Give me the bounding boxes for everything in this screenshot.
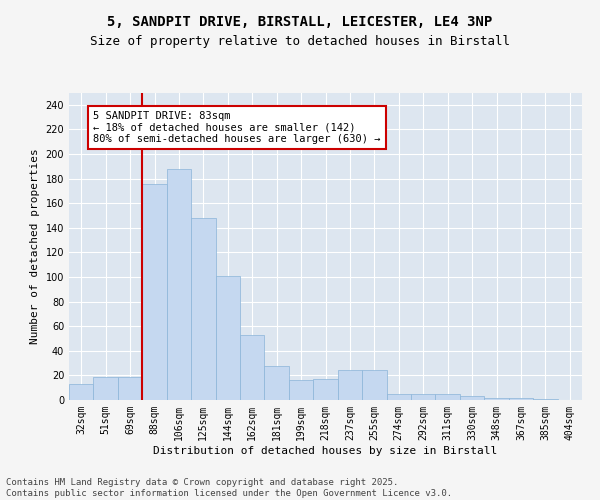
Bar xyxy=(240,335,265,400)
Bar xyxy=(509,398,533,400)
X-axis label: Distribution of detached houses by size in Birstall: Distribution of detached houses by size … xyxy=(154,446,497,456)
Bar xyxy=(362,370,386,400)
Bar xyxy=(533,399,557,400)
Text: 5, SANDPIT DRIVE, BIRSTALL, LEICESTER, LE4 3NP: 5, SANDPIT DRIVE, BIRSTALL, LEICESTER, L… xyxy=(107,15,493,29)
Bar xyxy=(436,394,460,400)
Bar xyxy=(118,376,142,400)
Bar xyxy=(289,380,313,400)
Bar xyxy=(484,398,509,400)
Bar xyxy=(142,184,167,400)
Text: 5 SANDPIT DRIVE: 83sqm
← 18% of detached houses are smaller (142)
80% of semi-de: 5 SANDPIT DRIVE: 83sqm ← 18% of detached… xyxy=(94,111,381,144)
Bar xyxy=(265,366,289,400)
Bar xyxy=(69,384,94,400)
Text: Size of property relative to detached houses in Birstall: Size of property relative to detached ho… xyxy=(90,35,510,48)
Bar xyxy=(215,276,240,400)
Y-axis label: Number of detached properties: Number of detached properties xyxy=(30,148,40,344)
Bar xyxy=(411,394,436,400)
Bar xyxy=(313,379,338,400)
Text: Contains HM Land Registry data © Crown copyright and database right 2025.
Contai: Contains HM Land Registry data © Crown c… xyxy=(6,478,452,498)
Bar xyxy=(460,396,484,400)
Bar xyxy=(338,370,362,400)
Bar xyxy=(94,376,118,400)
Bar xyxy=(191,218,215,400)
Bar xyxy=(386,394,411,400)
Bar xyxy=(167,169,191,400)
